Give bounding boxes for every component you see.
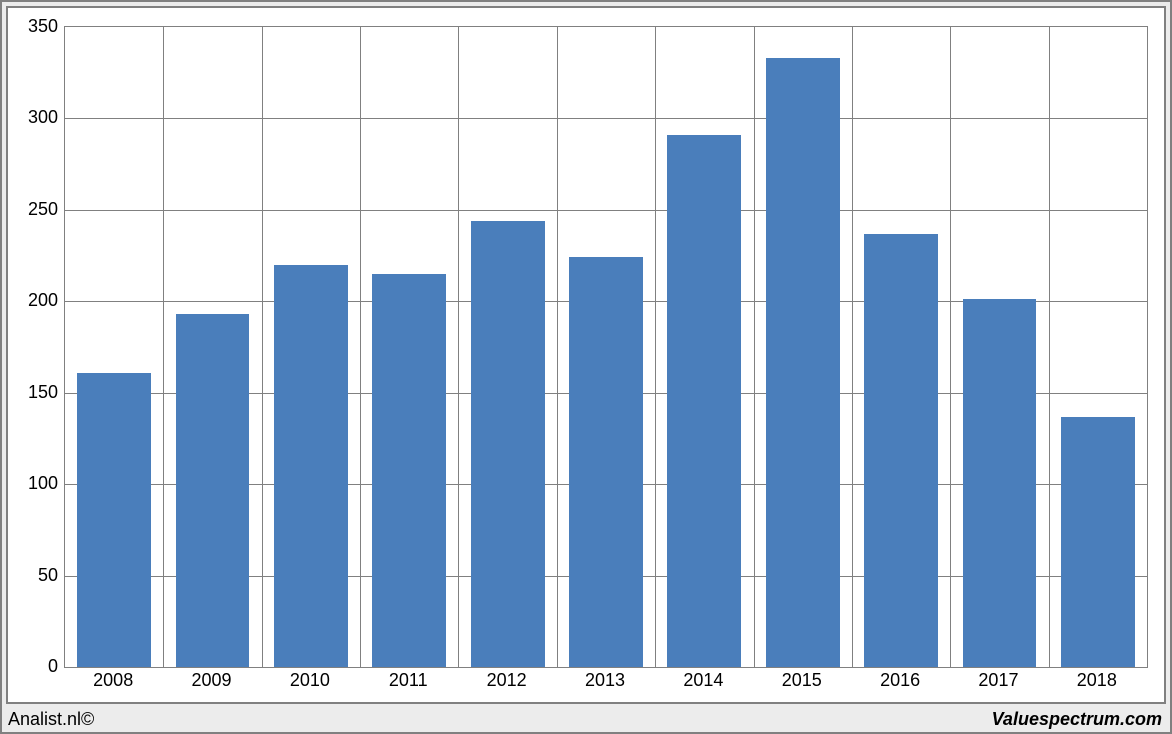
- bar: [176, 314, 250, 667]
- horizontal-gridline: [65, 210, 1147, 211]
- x-tick-label: 2010: [261, 670, 359, 691]
- x-tick-label: 2011: [359, 670, 457, 691]
- x-tick-label: 2008: [64, 670, 162, 691]
- plot-wrap: 050100150200250300350 200820092010201120…: [16, 16, 1156, 694]
- vertical-gridline: [163, 27, 164, 667]
- x-tick-label: 2016: [851, 670, 949, 691]
- vertical-gridline: [1049, 27, 1050, 667]
- x-tick-label: 2012: [457, 670, 555, 691]
- y-axis-tick-labels: 050100150200250300350: [18, 16, 58, 694]
- bar: [77, 373, 151, 667]
- bar: [372, 274, 446, 667]
- x-tick-label: 2014: [654, 670, 752, 691]
- vertical-gridline: [655, 27, 656, 667]
- bar: [569, 257, 643, 667]
- vertical-gridline: [360, 27, 361, 667]
- chart-outer-frame: 050100150200250300350 200820092010201120…: [0, 0, 1172, 734]
- x-tick-label: 2015: [753, 670, 851, 691]
- x-axis-tick-labels: 2008200920102011201220132014201520162017…: [64, 670, 1148, 694]
- x-tick-label: 2018: [1048, 670, 1146, 691]
- bar: [1061, 417, 1135, 668]
- vertical-gridline: [557, 27, 558, 667]
- x-tick-label: 2009: [162, 670, 260, 691]
- bar: [963, 299, 1037, 667]
- x-tick-label: 2017: [949, 670, 1047, 691]
- footer-left-text: Analist.nl©: [8, 709, 94, 730]
- bar: [471, 221, 545, 667]
- vertical-gridline: [458, 27, 459, 667]
- bar: [274, 265, 348, 667]
- bar: [667, 135, 741, 667]
- bar: [864, 234, 938, 667]
- bar: [766, 58, 840, 667]
- footer-right-text: Valuespectrum.com: [992, 709, 1162, 730]
- chart-inner-frame: 050100150200250300350 200820092010201120…: [6, 6, 1166, 704]
- vertical-gridline: [950, 27, 951, 667]
- vertical-gridline: [852, 27, 853, 667]
- vertical-gridline: [262, 27, 263, 667]
- horizontal-gridline: [65, 118, 1147, 119]
- plot-area: [64, 26, 1148, 668]
- vertical-gridline: [754, 27, 755, 667]
- x-tick-label: 2013: [556, 670, 654, 691]
